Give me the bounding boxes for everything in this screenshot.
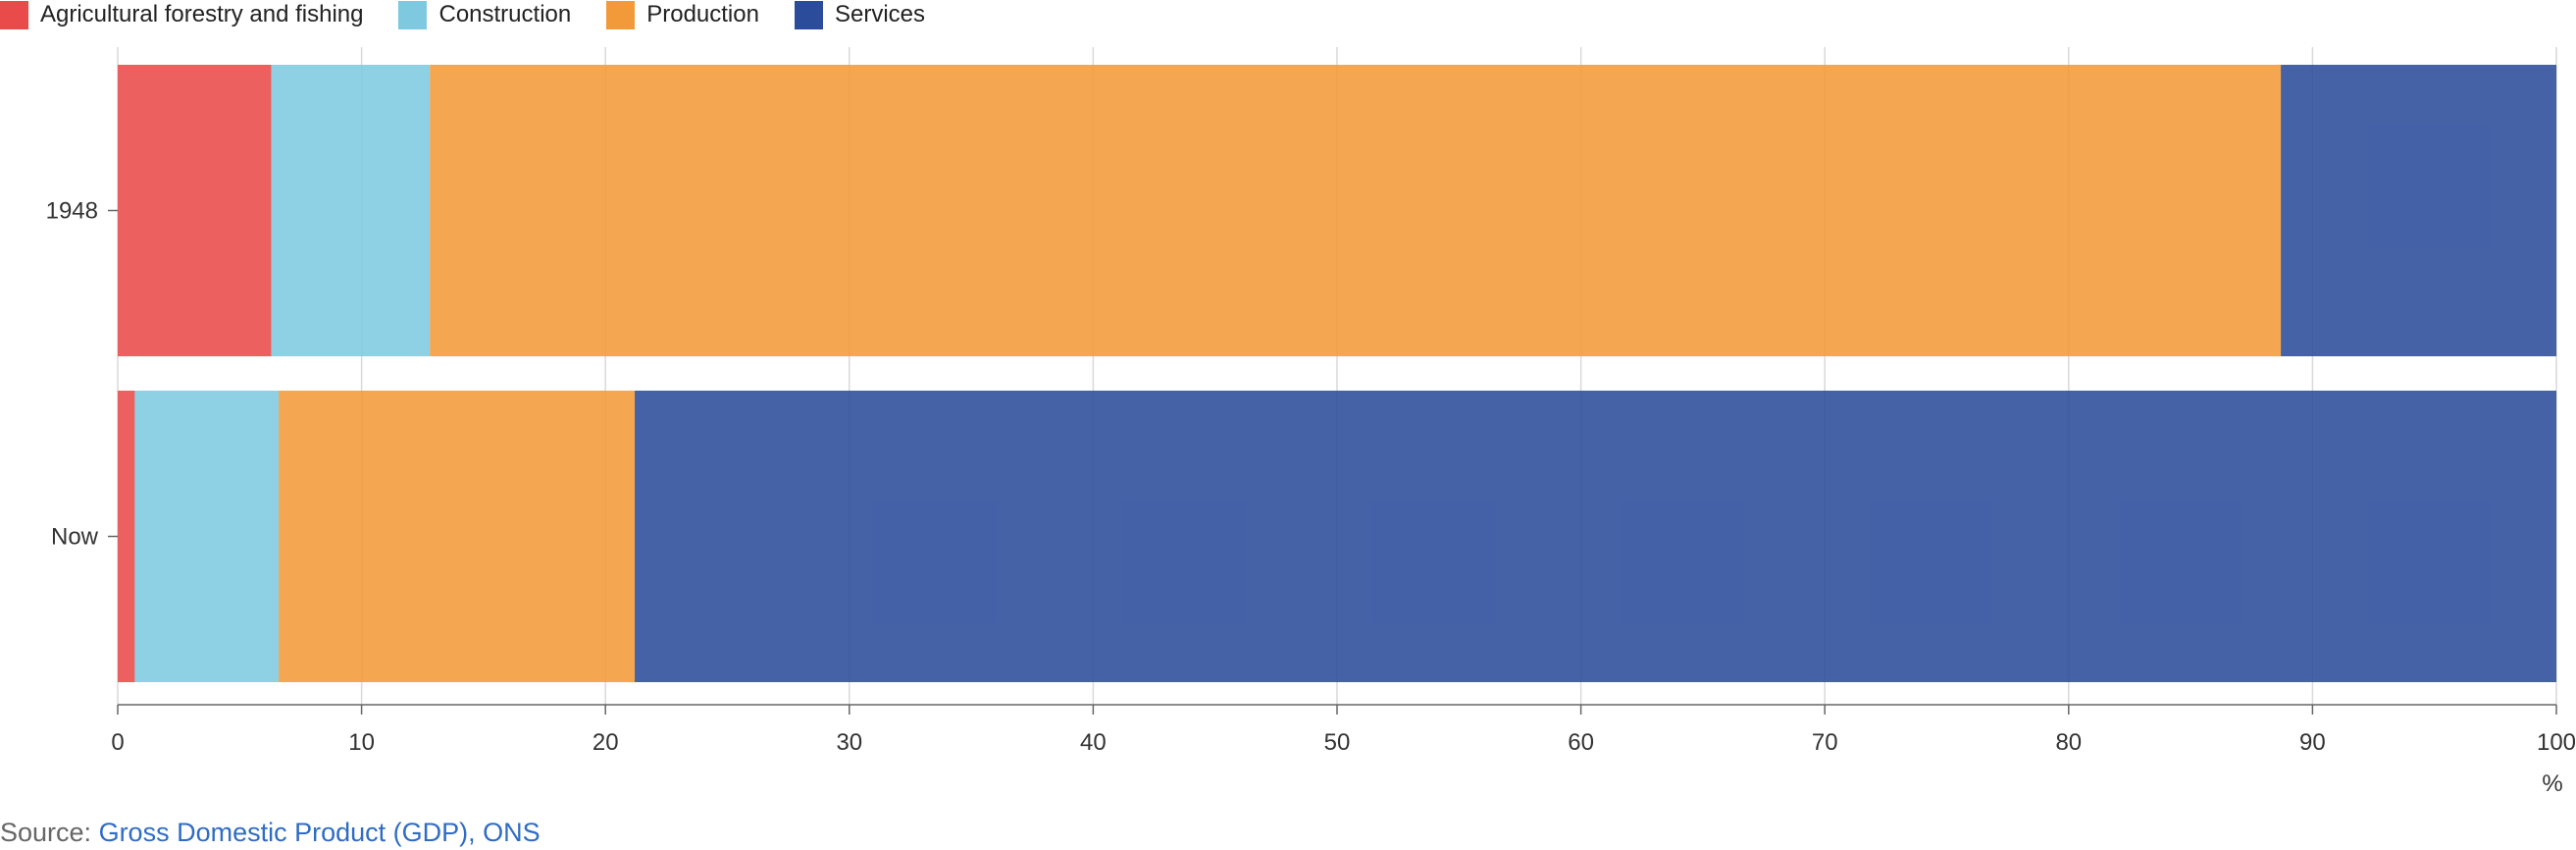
x-tick-label-90: 90 [2299,729,2326,756]
legend-item-services[interactable]: Services [794,0,925,29]
x-tick-label-50: 50 [1324,729,1351,756]
legend-label-production: Production [646,1,759,27]
source-link[interactable]: Gross Domestic Product (GDP), ONS [98,818,541,847]
bar-now-production [279,391,636,682]
x-tick-label-20: 20 [592,729,619,756]
bar-1948-production [430,65,2282,356]
x-tick-label-70: 70 [1812,729,1838,756]
legend: Agricultural forestry and fishing Constru… [0,0,960,29]
x-axis-label: % [2542,770,2562,797]
legend-item-construction[interactable]: Construction [398,0,572,29]
x-tick-label-60: 60 [1568,729,1594,756]
x-tick-label-40: 40 [1080,729,1107,756]
category-label-1948: 1948 [46,198,98,225]
legend-label-agricultural-forestry-and-fishing: Agricultural forestry and fishing [40,1,364,27]
bar-1948-services [2281,65,2556,356]
legend-swatch-production [606,0,636,29]
bar-now-services [635,391,2556,682]
source-note: Source: Gross Domestic Product (GDP), ON… [0,818,541,848]
x-tick-label-30: 30 [836,729,862,756]
legend-item-agricultural-forestry-and-fishing[interactable]: Agricultural forestry and fishing [0,0,364,29]
x-tick-label-10: 10 [348,729,375,756]
bar-now-agricultural-forestry-and-fishing [118,391,135,682]
category-label-now: Now [51,524,99,551]
x-tick-label-100: 100 [2537,729,2576,756]
legend-swatch-services [794,0,823,29]
bar-now-construction [134,391,280,682]
legend-label-construction: Construction [438,1,572,27]
x-tick-label-0: 0 [111,729,124,756]
legend-item-production[interactable]: Production [606,0,759,29]
plot-area: 0 10 20 30 40 50 60 70 80 90 100% 1948 Now [46,47,2576,797]
legend-swatch-agricultural-forestry-and-fishing [0,0,28,29]
source-prefix: Source: [0,818,99,847]
bar-1948-agricultural-forestry-and-fishing [118,65,272,356]
bar-1948-construction [271,65,431,356]
legend-swatch-construction [398,0,428,29]
x-tick-label-80: 80 [2055,729,2082,756]
legend-label-services: Services [834,1,925,27]
